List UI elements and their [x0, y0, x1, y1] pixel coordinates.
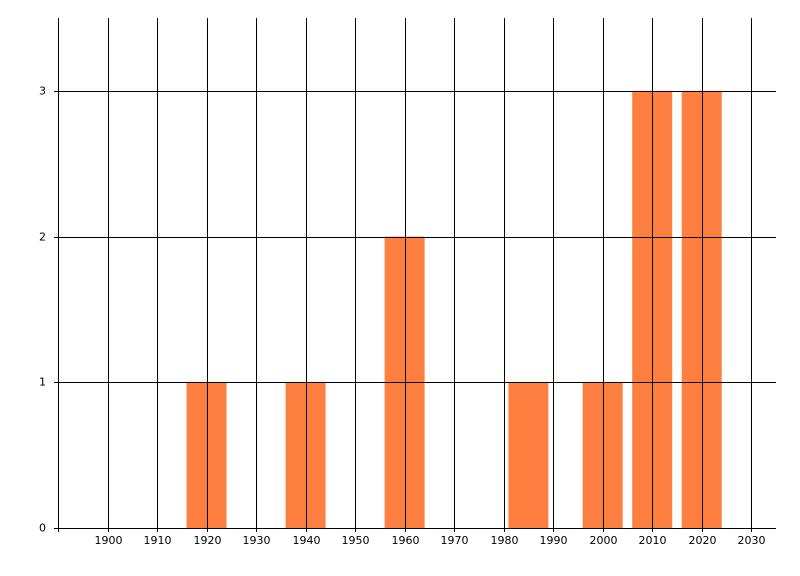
- x-tick-label: 1990: [540, 534, 568, 547]
- x-tick-label: 2000: [590, 534, 618, 547]
- y-tick-label: 3: [39, 85, 46, 98]
- x-tick-label: 2020: [689, 534, 717, 547]
- bar: [582, 382, 623, 528]
- bar: [508, 382, 549, 528]
- x-tick-label: 1950: [342, 534, 370, 547]
- x-tick-label: 1960: [392, 534, 420, 547]
- x-tick-label: 1930: [243, 534, 271, 547]
- x-tick-label: 2030: [738, 534, 766, 547]
- x-tick-label: 1980: [491, 534, 519, 547]
- x-tick-label: 1910: [144, 534, 172, 547]
- y-tick-label: 0: [39, 522, 46, 535]
- x-tick-label: 1940: [293, 534, 321, 547]
- y-tick-label: 1: [39, 376, 46, 389]
- bar: [186, 382, 227, 528]
- x-tick-label: 1900: [95, 534, 123, 547]
- x-tick-label: 1970: [441, 534, 469, 547]
- bar: [681, 90, 722, 528]
- y-tick-label: 2: [39, 231, 46, 244]
- x-tick-label: 1920: [194, 534, 222, 547]
- x-tick-label: 2010: [639, 534, 667, 547]
- bar: [285, 382, 326, 528]
